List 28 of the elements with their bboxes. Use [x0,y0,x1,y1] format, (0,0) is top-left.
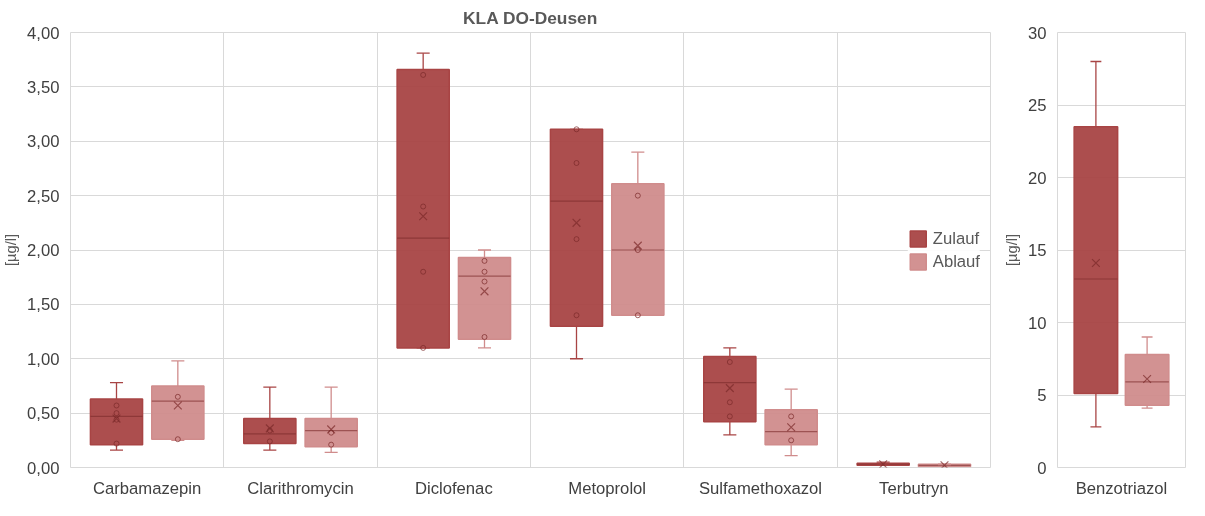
y-tick-label: 3,00 [27,132,60,152]
x-tick-label: Metoprolol [568,478,647,498]
legend-label: Zulauf [932,228,980,248]
y-tick-label: 2,50 [27,186,60,206]
y-axis-title: [µg/l] [1003,233,1020,267]
y-tick-label: 0 [1037,458,1047,478]
y-tick-label: 25 [1027,96,1047,115]
x-tick-label: Diclofenac [414,478,493,498]
y-tick-label: 5 [1037,386,1047,405]
y-tick-label: 15 [1027,241,1047,260]
y-tick-label: 20 [1027,168,1047,188]
y-tick-label: 10 [1027,313,1047,333]
y-tick-label: 0,50 [27,404,60,424]
y-axis-title: [µg/l] [3,233,20,267]
x-tick-label: Terbutryn [879,478,949,498]
y-tick-label: 3,50 [27,77,60,97]
y-tick-label: 2,00 [27,241,60,260]
legend-label: Ablauf [932,251,980,271]
x-tick-label: Clarithromycin [247,478,354,498]
x-tick-label: Sulfamethoxazol [698,478,823,498]
y-tick-label: 30 [1027,23,1047,43]
y-tick-label: 4,00 [27,23,60,43]
x-tick-label: Carbamazepin [93,478,202,498]
chart-title: KLA DO-Deusen [463,7,598,28]
x-tick-label: Benzotriazol [1075,478,1168,498]
y-tick-label: 0,00 [27,458,60,478]
y-tick-label: 1,50 [27,295,60,315]
y-tick-label: 1,00 [27,349,60,369]
